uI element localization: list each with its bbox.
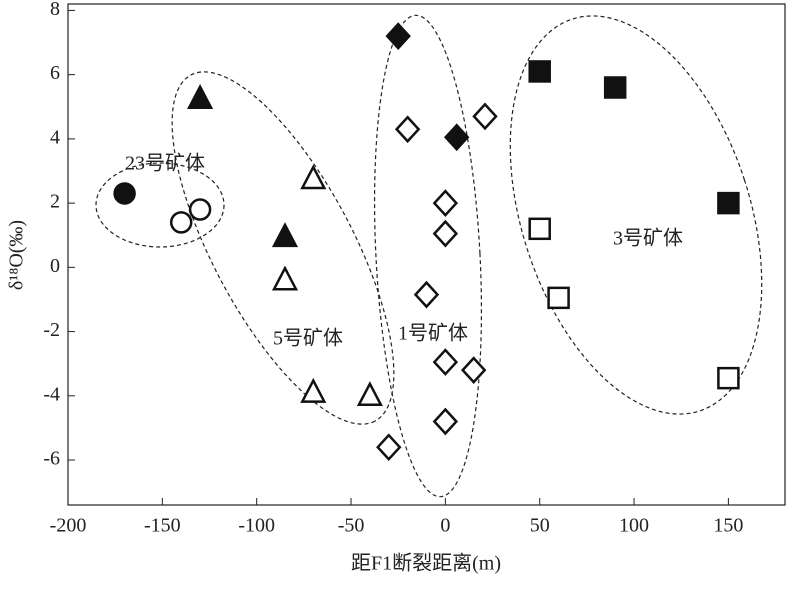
point [432, 348, 459, 376]
point [528, 60, 551, 83]
y-tick-label: 0 [50, 255, 60, 277]
y-tick-label: -4 [43, 383, 60, 405]
x-tick-label: -100 [238, 515, 275, 537]
point [432, 189, 459, 217]
point [385, 22, 411, 50]
x-tick-label: 100 [619, 515, 649, 537]
point [432, 219, 459, 248]
point [443, 123, 470, 152]
x-axis-label: 距F1断裂距离(m) [351, 552, 501, 575]
group-outline [171, 71, 395, 425]
point [271, 265, 299, 291]
point [356, 381, 383, 407]
point [460, 356, 487, 384]
point [413, 280, 440, 309]
y-tick-label: -6 [43, 448, 60, 470]
y-tick-label: 8 [50, 0, 60, 20]
annotation: 23号矿体 [125, 152, 205, 175]
point [717, 366, 740, 390]
point [300, 377, 327, 403]
point [300, 164, 327, 190]
x-tick-label: 50 [530, 515, 550, 537]
x-tick-label: -200 [50, 515, 87, 537]
point [394, 115, 421, 144]
x-tick-label: 0 [440, 515, 450, 537]
annotation: 5号矿体 [273, 327, 343, 350]
x-tick-label: -150 [144, 515, 181, 537]
annotation: 1号矿体 [398, 322, 468, 345]
point [528, 217, 551, 241]
y-axis-label: δ¹⁸O(‰) [6, 220, 28, 290]
point [271, 222, 299, 248]
x-tick-label: -50 [338, 515, 365, 537]
x-tick-label: 150 [713, 515, 743, 537]
y-tick-label: -2 [43, 319, 60, 341]
annotation: 3号矿体 [613, 227, 683, 250]
point [432, 407, 459, 436]
point [472, 102, 498, 131]
group-outline [373, 14, 483, 498]
point [169, 211, 193, 234]
group-outline [95, 162, 225, 248]
point [717, 191, 740, 215]
point [603, 76, 627, 99]
y-tick-label: 2 [50, 191, 60, 213]
y-tick-label: 6 [50, 62, 60, 84]
point [187, 84, 214, 109]
point [547, 286, 570, 310]
group-outline [509, 15, 763, 415]
point [113, 182, 136, 205]
y-tick-label: 4 [50, 126, 60, 148]
point [376, 433, 402, 462]
plot-frame [67, 3, 786, 506]
point [188, 198, 212, 221]
